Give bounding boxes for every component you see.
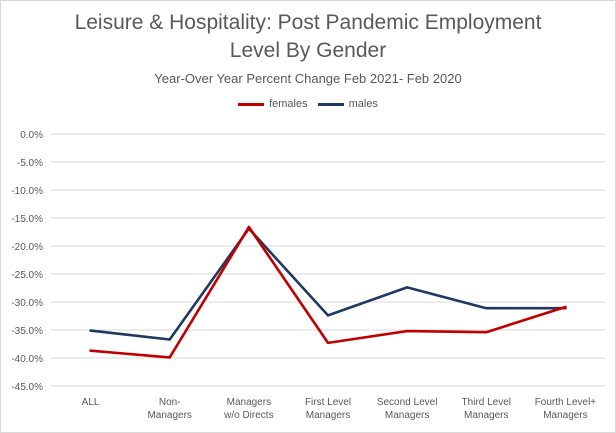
series-line-males xyxy=(89,227,567,341)
y-tick-label: -30.0% xyxy=(11,298,43,309)
legend-item-females: females xyxy=(238,98,308,110)
data-point-males xyxy=(326,314,330,317)
y-tick-label: -35.0% xyxy=(11,326,43,337)
y-tick-label: -40.0% xyxy=(11,354,43,365)
x-tick-label: Non-Managers xyxy=(147,397,191,421)
y-tick-label: -25.0% xyxy=(11,270,43,281)
x-tick-label: Managers w/o Directs xyxy=(223,397,273,421)
data-point-females xyxy=(485,331,488,334)
data-point-females xyxy=(405,329,409,333)
y-tick-label: 0.0% xyxy=(20,130,43,141)
chart-subtitle: Year-Over Year Percent Change Feb 2021- … xyxy=(154,71,462,86)
y-tick-label: -15.0% xyxy=(11,214,43,225)
x-tick-label: Second Level Managers xyxy=(377,397,438,421)
x-tick-label: Fourth Level+ Managers xyxy=(535,397,597,421)
legend-label-males: males xyxy=(348,98,378,110)
y-tick-label: -45.0% xyxy=(11,382,43,393)
data-point-females xyxy=(168,356,171,359)
data-point-males xyxy=(405,286,409,289)
data-point-females xyxy=(564,305,567,309)
data-point-females xyxy=(247,225,251,229)
chart-title-line-2: Level By Gender xyxy=(229,39,387,62)
x-tick-label: Third Level Managers xyxy=(462,397,511,421)
data-point-males xyxy=(168,338,171,341)
x-tick-label: ALL xyxy=(82,397,100,408)
data-point-females xyxy=(89,349,92,352)
legend-swatch-males xyxy=(317,102,344,106)
legend-item-males: males xyxy=(317,98,378,110)
x-tick-label: First Level Managers xyxy=(305,397,351,421)
data-point-females xyxy=(326,341,330,345)
y-tick-label: -10.0% xyxy=(11,186,43,197)
data-point-males xyxy=(485,306,488,310)
legend-label-females: females xyxy=(269,98,308,110)
y-tick-label: -5.0% xyxy=(17,158,43,169)
data-point-males xyxy=(89,329,92,332)
legend-swatch-females xyxy=(238,102,265,106)
legend: females males xyxy=(1,98,615,110)
chart-title-line-1: Leisure & Hospitality: Post Pandemic Emp… xyxy=(74,11,542,34)
y-tick-label: -20.0% xyxy=(11,242,43,253)
